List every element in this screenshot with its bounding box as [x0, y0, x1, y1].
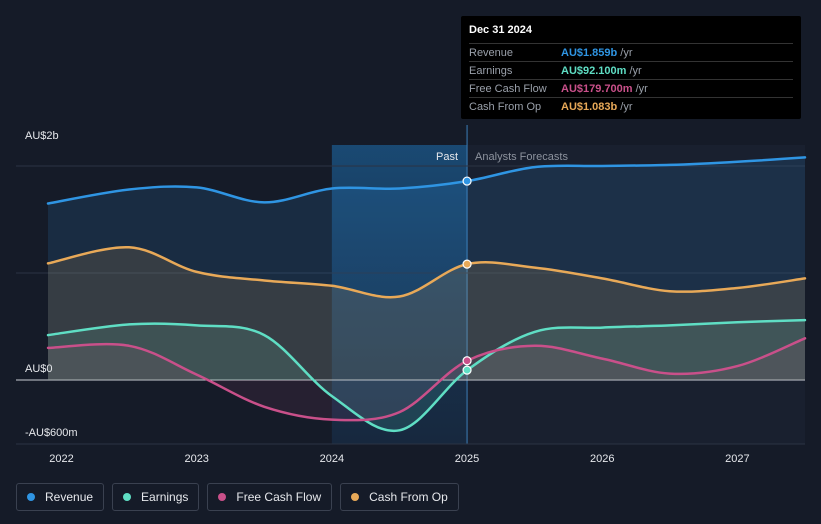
legend-item-cash-from-op[interactable]: Cash From Op	[340, 483, 459, 511]
earnings-area	[48, 320, 805, 431]
tooltip-unit: /yr	[620, 46, 633, 59]
earnings-marker	[462, 365, 472, 375]
legend-dot-icon	[27, 493, 35, 501]
legend-dot-icon	[123, 493, 132, 501]
legend: Revenue Earnings Free Cash Flow Cash Fro…	[16, 483, 459, 511]
tooltip-unit: /yr	[635, 82, 648, 95]
legend-label: Earnings	[141, 490, 189, 504]
tooltip-row-cash-from-op: Cash From Op AU$1.083b /yr	[469, 97, 793, 115]
legend-label: Free Cash Flow	[236, 490, 322, 504]
tooltip-date: Dec 31 2024	[469, 24, 532, 36]
legend-item-revenue[interactable]: Revenue	[16, 483, 105, 511]
free-cash-flow-area	[48, 338, 805, 421]
cash-from-op-area	[48, 247, 805, 380]
past-label: Past	[436, 151, 458, 163]
x-tick-label: 2027	[725, 453, 749, 465]
tooltip-row-earnings: Earnings AU$92.100m /yr	[469, 61, 793, 79]
legend-item-earnings[interactable]: Earnings	[112, 483, 200, 511]
tooltip: Dec 31 2024 Revenue AU$1.859b /yr Earnin…	[461, 16, 801, 119]
x-tick-label: 2022	[49, 453, 73, 465]
y-axis-label: AU$0	[25, 363, 53, 375]
revenue-line	[46, 156, 807, 205]
x-tick-label: 2026	[590, 453, 614, 465]
tooltip-value: AU$179.700m	[561, 82, 633, 95]
tooltip-row-revenue: Revenue AU$1.859b /yr	[469, 43, 793, 61]
forecast-label: Analysts Forecasts	[475, 151, 568, 163]
tooltip-value: AU$92.100m	[561, 64, 627, 77]
free-cash-flow-line	[46, 337, 807, 422]
x-tick-label: 2025	[455, 453, 479, 465]
earnings-line	[46, 318, 807, 433]
cash-from-op-line	[46, 246, 807, 299]
tooltip-value: AU$1.083b	[561, 100, 618, 113]
revenue-marker	[462, 176, 472, 186]
free-cash-flow-marker	[462, 356, 472, 366]
past-highlight-band	[331, 145, 468, 444]
y-axis-label: AU$2b	[25, 130, 59, 142]
legend-label: Revenue	[45, 490, 94, 504]
tooltip-label: Free Cash Flow	[469, 82, 547, 95]
tooltip-unit: /yr	[620, 100, 633, 113]
x-tick-label: 2023	[184, 453, 208, 465]
y-axis-label: -AU$600m	[25, 427, 78, 439]
tooltip-row-free-cash-flow: Free Cash Flow AU$179.700m /yr	[469, 79, 793, 97]
forecast-region	[467, 145, 805, 444]
tooltip-label: Earnings	[469, 64, 513, 77]
x-tick-label: 2024	[320, 453, 344, 465]
tooltip-label: Cash From Op	[469, 100, 542, 113]
legend-dot-icon	[351, 493, 360, 501]
revenue-area	[48, 157, 805, 380]
legend-dot-icon	[218, 493, 227, 501]
cash-from-op-marker	[462, 259, 472, 269]
tooltip-unit: /yr	[629, 64, 642, 77]
tooltip-label: Revenue	[469, 46, 514, 59]
tooltip-value: AU$1.859b	[561, 46, 618, 59]
legend-label: Cash From Op	[369, 490, 448, 504]
legend-item-free-cash-flow[interactable]: Free Cash Flow	[207, 483, 333, 511]
